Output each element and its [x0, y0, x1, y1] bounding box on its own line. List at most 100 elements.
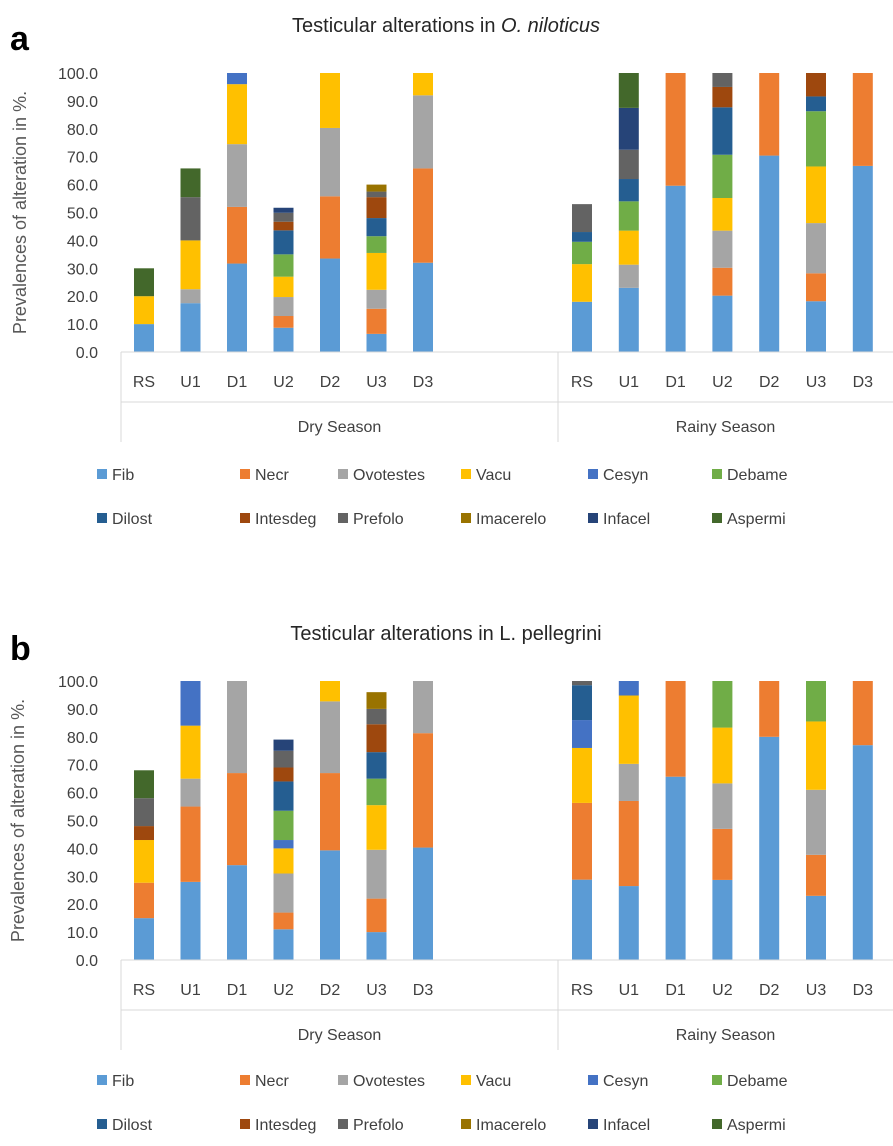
y-tick-label: 50.0	[67, 206, 98, 223]
bar-segment-ovotestes	[806, 789, 826, 855]
legend-entry-ovotestes: Ovotestes	[353, 467, 425, 484]
y-tick-label: 80.0	[67, 122, 98, 139]
legend-swatch	[588, 469, 598, 479]
y-tick-label: 20.0	[67, 897, 98, 914]
bar-segment-debame	[572, 241, 592, 265]
y-tick-label: 30.0	[67, 261, 98, 278]
bar-segment-prefolo	[366, 708, 387, 725]
bar-segment-intesdeg	[712, 86, 733, 108]
bar-segment-intesdeg	[134, 826, 154, 841]
bar-segment-ovotestes	[366, 289, 387, 309]
bar-segment-prefolo	[134, 798, 154, 827]
legend-entry-prefolo: Prefolo	[353, 1117, 404, 1134]
bar-segment-aspermi	[134, 268, 154, 297]
bar-segment-fib	[572, 301, 592, 352]
bar-segment-ovotestes	[618, 264, 639, 288]
bar-segment-vacu	[618, 230, 639, 265]
legend-swatch	[97, 1075, 107, 1085]
y-tick-label: 20.0	[67, 289, 98, 306]
bar-segment-vacu	[320, 73, 340, 128]
bar-segment-ovotestes	[413, 681, 433, 734]
bar-segment-debame	[618, 201, 639, 231]
legend-entry-debame: Debame	[727, 1073, 788, 1090]
bar-segment-ovotestes	[712, 783, 733, 829]
legend-entry-debame: Debame	[727, 467, 788, 484]
legend-entry-fib: Fib	[112, 467, 134, 484]
bar-segment-prefolo	[572, 681, 592, 686]
legend-swatch	[338, 1075, 348, 1085]
bar-segment-intesdeg	[273, 221, 294, 231]
bar-segment-fib	[806, 895, 826, 960]
bar-segment-fib	[134, 324, 154, 352]
bar-segment-necr	[413, 168, 433, 263]
legend-swatch	[588, 513, 598, 523]
bar-segment-vacu	[618, 695, 639, 764]
bar-segment-necr	[413, 733, 433, 848]
bar-segment-fib	[366, 932, 387, 960]
chart-title: Testicular alterations in L. pellegrini	[290, 623, 601, 645]
y-tick-label: 30.0	[67, 869, 98, 886]
bar-segment-vacu	[806, 166, 826, 224]
legend-entry-vacu: Vacu	[476, 1073, 511, 1090]
x-category-label: RS	[571, 982, 593, 999]
bar-segment-aspermi	[180, 168, 201, 198]
legend-entry-infacel: Infacel	[603, 1117, 650, 1134]
x-category-label: D1	[665, 982, 686, 999]
bar-segment-fib	[227, 263, 247, 352]
bar-segment-necr	[273, 316, 294, 328]
legend-swatch	[712, 1075, 722, 1085]
y-tick-label: 100.0	[58, 66, 98, 83]
bar-segment-cesyn	[572, 720, 592, 748]
bar-segment-dilost	[712, 107, 733, 155]
bar-segment-vacu	[227, 84, 247, 145]
legend-swatch	[712, 469, 722, 479]
legend-swatch	[461, 1075, 471, 1085]
legend-swatch	[712, 1119, 722, 1129]
bar-segment-dilost	[366, 752, 387, 779]
bar-segment-prefolo	[366, 191, 387, 198]
bar-segment-necr	[712, 828, 733, 880]
bar-segment-intesdeg	[806, 73, 826, 97]
legend-entry-fib: Fib	[112, 1073, 134, 1090]
x-category-label: D2	[759, 982, 780, 999]
legend-swatch	[97, 469, 107, 479]
legend-entry-dilost: Dilost	[112, 511, 153, 528]
legend-swatch	[588, 1075, 598, 1085]
bar-segment-ovotestes	[227, 144, 247, 207]
y-tick-label: 60.0	[67, 178, 98, 195]
bar-segment-fib	[413, 847, 433, 960]
bar-segment-necr	[180, 806, 201, 882]
legend-swatch	[338, 513, 348, 523]
bar-segment-debame	[273, 810, 294, 841]
x-category-label: U3	[806, 374, 827, 391]
x-category-label: U1	[180, 374, 201, 391]
bar-segment-necr	[806, 273, 826, 302]
bar-segment-necr	[852, 73, 873, 166]
bar-segment-vacu	[572, 264, 592, 302]
legend-swatch	[240, 1119, 250, 1129]
bar-segment-prefolo	[273, 750, 294, 768]
legend-entry-cesyn: Cesyn	[603, 467, 648, 484]
legend-swatch	[461, 469, 471, 479]
legend-entry-necr: Necr	[255, 467, 289, 484]
x-category-label: RS	[571, 374, 593, 391]
y-tick-label: 40.0	[67, 841, 98, 858]
bar-segment-fib	[712, 879, 733, 960]
x-category-label: U2	[712, 982, 733, 999]
bar-segment-imacerelo	[366, 184, 387, 192]
bar-segment-vacu	[712, 727, 733, 784]
bar-segment-vacu	[712, 197, 733, 231]
legend-entry-ovotestes: Ovotestes	[353, 1073, 425, 1090]
legend-swatch	[338, 1119, 348, 1129]
x-category-label: U1	[619, 374, 640, 391]
x-category-label: U3	[366, 982, 387, 999]
bar-segment-fib	[413, 262, 433, 352]
bar-segment-ovotestes	[273, 297, 294, 317]
y-tick-label: 70.0	[67, 758, 98, 775]
legend-entry-imacerelo: Imacerelo	[476, 1117, 546, 1134]
y-axis-label: Prevalences of alteration in %.	[8, 699, 28, 942]
bar-segment-debame	[806, 111, 826, 167]
bar-segment-vacu	[806, 721, 826, 790]
bar-segment-ovotestes	[413, 95, 433, 169]
bar-segment-necr	[806, 854, 826, 896]
